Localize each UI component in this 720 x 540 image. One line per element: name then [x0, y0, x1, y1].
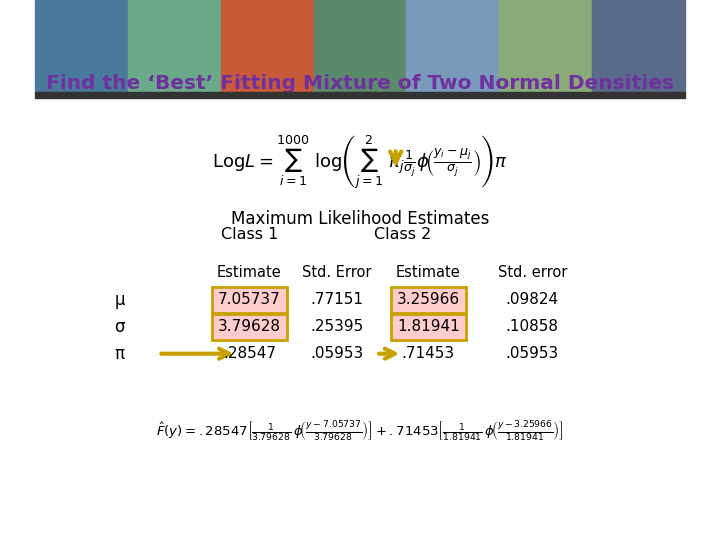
Bar: [314, 0, 406, 92]
Text: Class 1: Class 1: [221, 227, 278, 242]
Text: 7.05737: 7.05737: [218, 292, 281, 307]
FancyBboxPatch shape: [391, 314, 466, 340]
Text: .10858: .10858: [505, 319, 559, 334]
Text: μ: μ: [114, 291, 125, 309]
Bar: [499, 0, 592, 92]
Bar: [406, 0, 499, 92]
Bar: [592, 0, 685, 92]
FancyBboxPatch shape: [212, 287, 287, 313]
Text: Maximum Likelihood Estimates: Maximum Likelihood Estimates: [231, 210, 489, 228]
Text: .05953: .05953: [310, 346, 364, 361]
Text: Estimate: Estimate: [396, 265, 461, 280]
Text: σ: σ: [114, 318, 125, 336]
Bar: [35, 92, 685, 98]
Text: .25395: .25395: [310, 319, 364, 334]
Text: π: π: [114, 345, 125, 363]
Text: Find the ‘Best’ Fitting Mixture of Two Normal Densities: Find the ‘Best’ Fitting Mixture of Two N…: [46, 74, 674, 93]
Bar: [128, 0, 221, 92]
Text: 3.79628: 3.79628: [218, 319, 281, 334]
Text: $\mathrm{Log}L = \sum_{i=1}^{1000}\ \log\!\left(\sum_{j=1}^{2}\ \pi_j \frac{1}{\: $\mathrm{Log}L = \sum_{i=1}^{1000}\ \log…: [212, 133, 508, 191]
FancyBboxPatch shape: [212, 314, 287, 340]
Bar: [35, 0, 128, 92]
Text: 3.25966: 3.25966: [397, 292, 460, 307]
FancyBboxPatch shape: [391, 287, 466, 313]
Text: .09824: .09824: [505, 292, 559, 307]
Text: .77151: .77151: [311, 292, 364, 307]
Text: 1.81941: 1.81941: [397, 319, 459, 334]
Text: Estimate: Estimate: [217, 265, 282, 280]
Text: .71453: .71453: [402, 346, 455, 361]
Text: .05953: .05953: [505, 346, 559, 361]
Text: Class 2: Class 2: [374, 227, 431, 242]
Text: Std. error: Std. error: [498, 265, 567, 280]
Text: Std. Error: Std. Error: [302, 265, 372, 280]
Bar: [221, 0, 314, 92]
Text: .28547: .28547: [223, 346, 276, 361]
Text: $\hat{F}(y) = .28547\left[\frac{1}{3.79628}\,\phi\!\left(\frac{y-7.05737}{3.7962: $\hat{F}(y) = .28547\left[\frac{1}{3.796…: [156, 420, 564, 444]
